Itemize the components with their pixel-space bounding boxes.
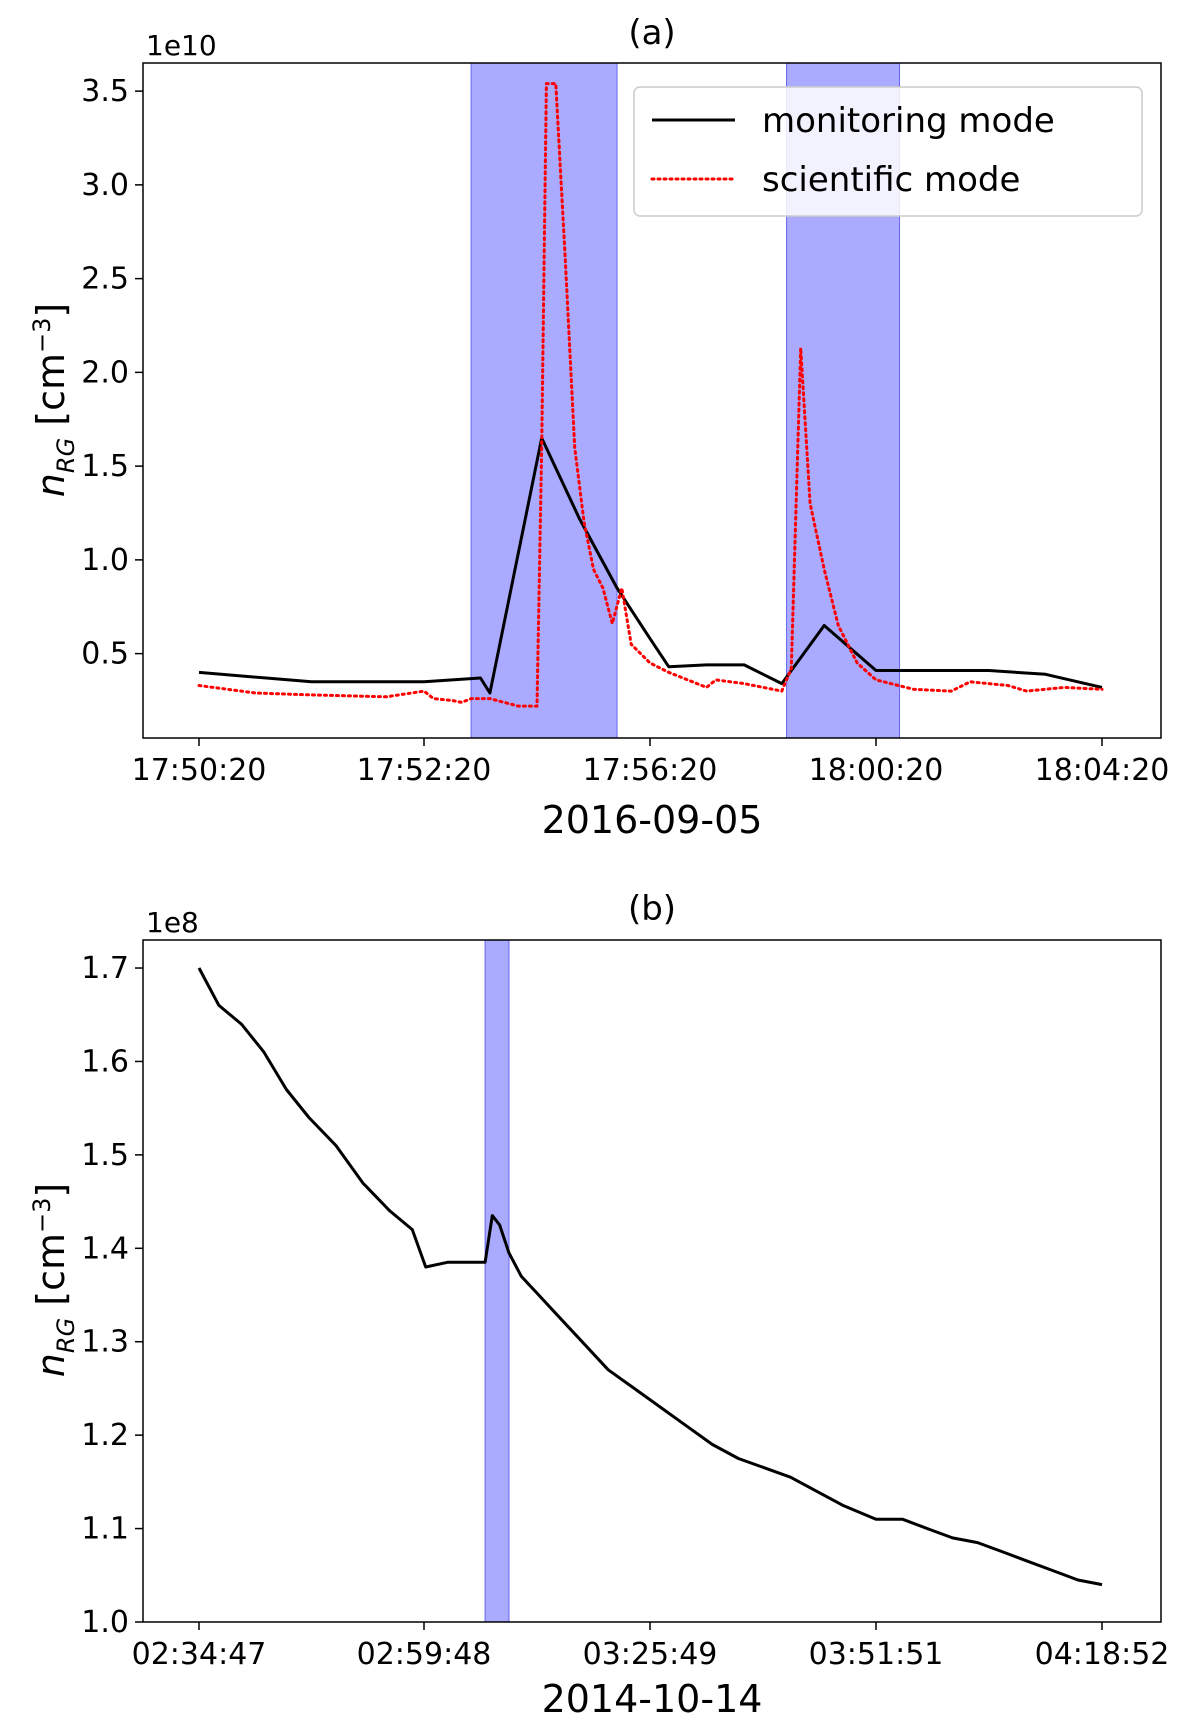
y-tick-label: 1.6: [81, 1044, 129, 1079]
shaded-region: [470, 62, 618, 739]
y-tick-label: 1.2: [81, 1418, 129, 1453]
x-tick-label: 04:18:52: [1035, 1637, 1170, 1672]
panel-a: 17:50:20 17:52:20 17:56:20 18:00:20 18:04:20…: [28, 13, 1169, 842]
legend-frame: [633, 86, 1143, 217]
panel-a-x-ticks: 17:50:20 17:52:20 17:56:20 18:00:20 18:04:20: [132, 738, 1170, 788]
x-tick-label: 18:00:20: [809, 753, 944, 788]
panel-a-plot-frame: [142, 62, 1162, 739]
shaded-region: [484, 939, 510, 1623]
x-tick-label: 02:59:48: [357, 1637, 492, 1672]
y-tick-label: 0.5: [81, 637, 129, 672]
panel-b-y-axis-label: nRG [cm−3]: [28, 1183, 80, 1377]
panel-a-offset-text: 1e10: [146, 29, 217, 62]
y-tick-label: 3.0: [81, 168, 129, 203]
x-tick-label: 02:34:47: [132, 1637, 267, 1672]
x-tick-label: 18:04:20: [1035, 753, 1170, 788]
panel-a-legend: monitoring mode scientific mode: [633, 86, 1143, 217]
y-tick-label: 1.3: [81, 1325, 129, 1360]
panel-b-y-ticks: 1.0 1.1 1.2 1.3 1.4 1.5 1.6 1.7: [81, 951, 143, 1640]
y-tick-label: 2.0: [81, 355, 129, 390]
series-line-monitoring-mode: [198, 436, 1103, 695]
x-tick-label: 17:56:20: [583, 753, 718, 788]
series-line-scientific-mode: [197, 82, 1104, 708]
legend-label-scientific: scientific mode: [762, 160, 1020, 200]
y-tick-label: 1.5: [81, 449, 129, 484]
x-tick-label: 03:25:49: [583, 1637, 718, 1672]
y-tick-label: 1.4: [81, 1231, 129, 1266]
panel-b-x-ticks: 02:34:47 02:59:48 03:25:49 03:51:51 04:18:52: [132, 1622, 1170, 1672]
y-tick-label: 3.5: [81, 74, 129, 109]
panel-b-title: (b): [628, 889, 676, 929]
panel-a-series: [197, 82, 1104, 708]
panel-b-offset-text: 1e8: [146, 906, 199, 939]
panel-a-title: (a): [628, 13, 675, 53]
panel-b-plot-frame: [142, 939, 1162, 1623]
legend-label-monitoring: monitoring mode: [762, 101, 1055, 141]
x-tick-label: 17:52:20: [357, 753, 492, 788]
panel-b: 02:34:47 02:59:48 03:25:49 03:51:51 04:18:52…: [28, 889, 1169, 1717]
y-tick-label: 1.7: [81, 951, 129, 986]
x-tick-label: 03:51:51: [809, 1637, 944, 1672]
series-line: [197, 967, 1103, 1587]
y-tick-label: 1.0: [81, 543, 129, 578]
panel-a-x-axis-label: 2016-09-05: [542, 798, 763, 842]
panel-b-x-axis-label: 2014-10-14: [542, 1677, 763, 1717]
y-tick-label: 1.5: [81, 1138, 129, 1173]
panel-b-series: [197, 967, 1103, 1587]
panel-a-y-ticks: 0.5 1.0 1.5 2.0 2.5 3.0 3.5: [81, 74, 143, 672]
y-tick-label: 2.5: [81, 262, 129, 297]
y-tick-label: 1.1: [81, 1512, 129, 1547]
y-tick-label: 1.0: [81, 1605, 129, 1640]
panel-a-y-axis-label: nRG [cm−3]: [28, 303, 80, 497]
x-tick-label: 17:50:20: [132, 753, 267, 788]
panel-b-shaded-regions: [484, 939, 510, 1623]
